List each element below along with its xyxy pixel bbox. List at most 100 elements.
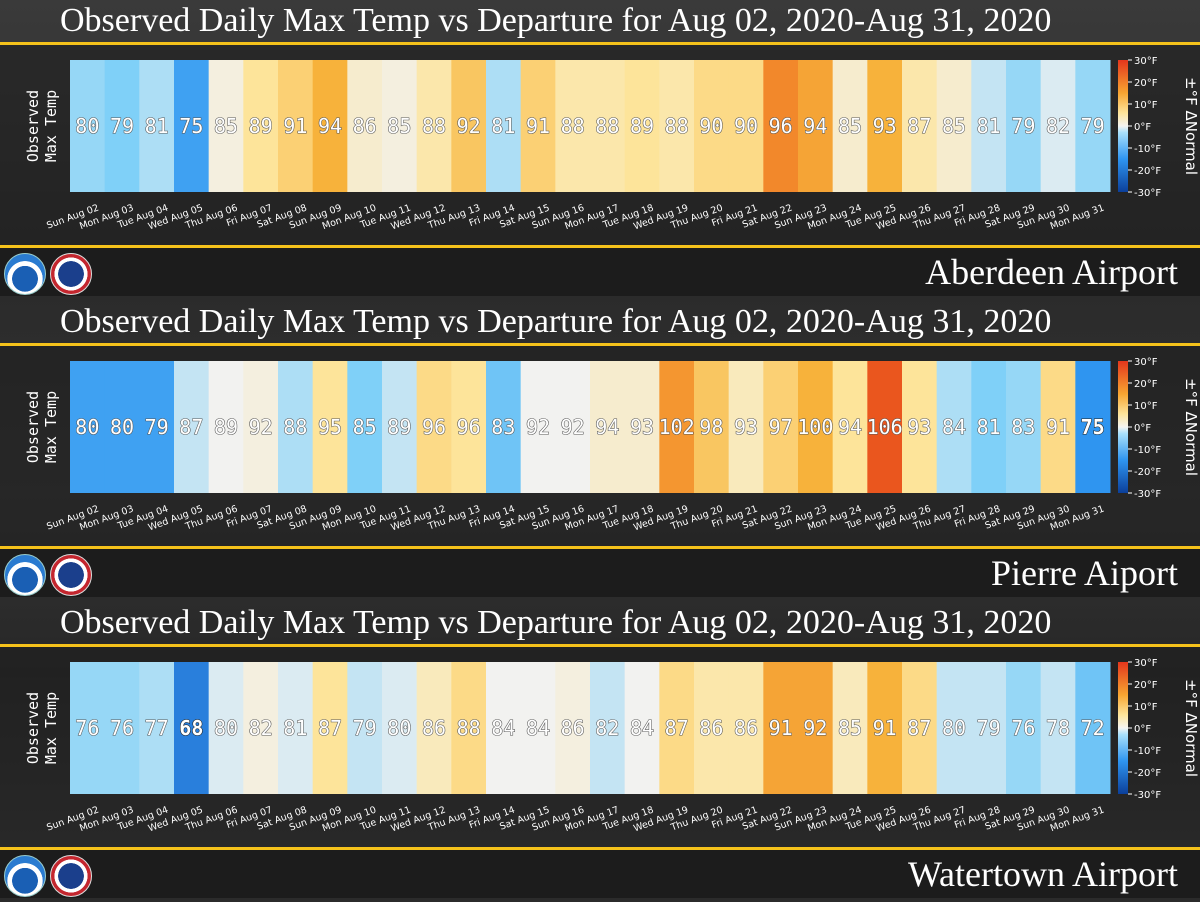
legend-color-bar xyxy=(1118,60,1128,192)
station-name: Pierre Aiport xyxy=(991,553,1178,593)
y-axis-label-line1: Observed xyxy=(24,391,42,463)
heatmap-cell xyxy=(486,60,522,192)
divider xyxy=(0,546,1200,549)
cell-value-label: 80 xyxy=(942,716,966,740)
heatmap-cell xyxy=(451,662,487,794)
divider xyxy=(0,245,1200,248)
heatmap-cell xyxy=(624,60,660,192)
cell-value-label: 84 xyxy=(630,716,654,740)
legend-tick-label: -20°F xyxy=(1134,467,1161,478)
nws-logo-icon xyxy=(50,554,92,596)
cell-value-label: 81 xyxy=(491,114,515,138)
chart-title: Observed Daily Max Temp vs Departure for… xyxy=(60,303,1052,340)
heatmap-cell xyxy=(728,662,764,794)
heatmap-cell xyxy=(902,60,938,192)
cell-value-label: 79 xyxy=(1081,114,1105,138)
cell-value-label: 92 xyxy=(803,716,827,740)
heatmap-cell xyxy=(243,60,279,192)
cell-value-label: 81 xyxy=(145,114,169,138)
legend-tick-label: -20°F xyxy=(1134,166,1161,177)
y-axis-label-line1: Observed xyxy=(24,90,42,162)
heatmap-cell xyxy=(867,361,903,493)
cell-value-label: 91 xyxy=(1046,415,1070,439)
cell-value-label: 88 xyxy=(665,114,689,138)
cell-value-label: 88 xyxy=(283,415,307,439)
heatmap-cell xyxy=(936,662,972,794)
legend-axis-label: ±°F ΔNormal xyxy=(1182,378,1200,476)
cell-value-label: 82 xyxy=(249,716,273,740)
cell-value-label: 83 xyxy=(1011,415,1035,439)
cell-value-label: 79 xyxy=(977,716,1001,740)
heatmap-cell xyxy=(1040,361,1076,493)
heatmap-cell xyxy=(971,662,1007,794)
heatmap-cell xyxy=(832,60,868,192)
legend-color-bar xyxy=(1118,361,1128,493)
heatmap-cell xyxy=(763,662,799,794)
heatmap-cell xyxy=(659,662,695,794)
divider xyxy=(0,343,1200,346)
cell-value-label: 80 xyxy=(110,415,134,439)
cell-value-label: 84 xyxy=(942,415,966,439)
cell-value-label: 106 xyxy=(867,415,903,439)
cell-value-label: 79 xyxy=(145,415,169,439)
heatmap-cell xyxy=(243,662,279,794)
heatmap-cell xyxy=(590,60,626,192)
heatmap-cell xyxy=(278,60,314,192)
legend-tick-label: -30°F xyxy=(1134,489,1161,500)
heatmap-cell xyxy=(520,60,556,192)
legend-tick-label: 10°F xyxy=(1134,100,1158,111)
heatmap-cell xyxy=(416,361,452,493)
cell-value-label: 91 xyxy=(283,114,307,138)
cell-value-label: 83 xyxy=(491,415,515,439)
cell-value-label: 79 xyxy=(110,114,134,138)
legend-tick-label: 0°F xyxy=(1134,122,1151,133)
cell-value-label: 89 xyxy=(387,415,411,439)
heatmap-cell xyxy=(208,60,244,192)
cell-value-label: 91 xyxy=(769,716,793,740)
heatmap-cell xyxy=(659,361,695,493)
heatmap-cell xyxy=(347,60,383,192)
legend-tick-label: 30°F xyxy=(1134,658,1158,669)
heatmap-cell xyxy=(867,60,903,192)
cell-value-label: 94 xyxy=(838,415,862,439)
cell-value-label: 80 xyxy=(214,716,238,740)
nws-logo-icon xyxy=(50,855,92,897)
cell-value-label: 90 xyxy=(734,114,758,138)
cell-value-label: 92 xyxy=(561,415,585,439)
divider xyxy=(0,42,1200,45)
cell-value-label: 86 xyxy=(353,114,377,138)
station-name: Aberdeen Airport xyxy=(925,252,1178,292)
heatmap-cell xyxy=(174,361,210,493)
cell-value-label: 76 xyxy=(75,716,99,740)
cell-value-label: 90 xyxy=(699,114,723,138)
heatmap-cell xyxy=(1040,662,1076,794)
heatmap-cell xyxy=(1075,662,1111,794)
cell-value-label: 81 xyxy=(977,114,1001,138)
heatmap-cell xyxy=(555,662,591,794)
heatmap-cell xyxy=(312,361,348,493)
cell-value-label: 79 xyxy=(353,716,377,740)
divider xyxy=(0,847,1200,850)
heatmap-cell xyxy=(382,361,418,493)
heatmap-cell xyxy=(312,662,348,794)
cell-value-label: 85 xyxy=(838,716,862,740)
cell-value-label: 88 xyxy=(561,114,585,138)
station-footer: Aberdeen Airport xyxy=(0,248,1200,296)
cell-value-label: 76 xyxy=(110,716,134,740)
heatmap-cell xyxy=(278,662,314,794)
cell-value-label: 93 xyxy=(873,114,897,138)
station-footer: Watertown Airport xyxy=(0,850,1200,898)
legend-tick-label: -30°F xyxy=(1134,790,1161,801)
legend-tick-label: -10°F xyxy=(1134,445,1161,456)
cell-value-label: 86 xyxy=(734,716,758,740)
heatmap-cell xyxy=(832,361,868,493)
heatmap-cell xyxy=(728,361,764,493)
cell-value-label: 94 xyxy=(595,415,619,439)
heatmap-cell xyxy=(416,662,452,794)
heatmap-cell xyxy=(763,60,799,192)
cell-value-label: 84 xyxy=(491,716,515,740)
heatmap-cell xyxy=(1006,60,1042,192)
heatmap-cell xyxy=(70,662,106,794)
heatmap-cell xyxy=(1075,361,1111,493)
cell-value-label: 79 xyxy=(1011,114,1035,138)
